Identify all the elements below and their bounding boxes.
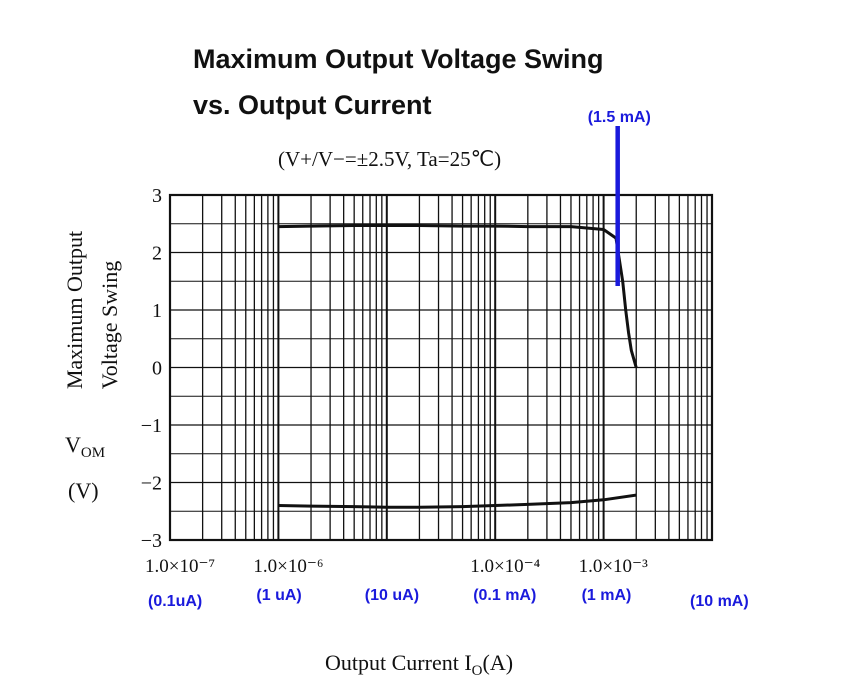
y-axis-label-line2: Voltage Swing — [97, 261, 122, 390]
y-axis-unit: (V) — [68, 478, 99, 503]
x-annotation: (10 mA) — [690, 593, 749, 610]
x-annotation: (0.1 mA) — [473, 587, 536, 604]
series-line-1 — [278, 224, 638, 368]
y-tick-label: 3 — [152, 185, 162, 207]
x-annotation: (0.1uA) — [148, 593, 202, 610]
chart-title: Maximum Output Voltage Swing — [193, 44, 604, 74]
series-line-2 — [278, 493, 637, 509]
x-tick-label: 1.0×10⁻⁷ — [145, 556, 215, 577]
x-tick-labels: 1.0×10⁻⁷ 1.0×10⁻⁶ 1.0×10⁻⁴ 1.0×10⁻³ — [145, 556, 648, 577]
marker-label: (1.5 mA) — [588, 109, 651, 126]
grid — [170, 195, 712, 540]
y-tick-label: −3 — [141, 530, 162, 552]
chart-title-line2: vs. Output Current — [193, 90, 432, 120]
x-axis-label: Output Current IO(A) — [325, 650, 513, 679]
x-annotations: (0.1uA) (1 uA) (10 uA) (0.1 mA) (1 mA) (10 mA… — [148, 587, 749, 610]
x-annotation: (10 uA) — [365, 587, 419, 604]
x-tick-label: 1.0×10⁻⁴ — [470, 556, 540, 577]
y-tick-label: 0 — [152, 358, 162, 380]
x-tick-label: 1.0×10⁻³ — [579, 556, 648, 577]
x-tick-label: 1.0×10⁻⁶ — [253, 556, 323, 577]
y-axis-symbol: VOM — [65, 432, 105, 461]
chart-subtitle: (V+/V−=±2.5V, Ta=25℃) — [278, 147, 501, 171]
y-tick-label: 1 — [152, 300, 162, 322]
y-tick-labels: 3 2 1 0 −1 −2 −3 — [141, 185, 162, 552]
y-tick-label: 2 — [152, 243, 162, 265]
x-annotation: (1 mA) — [582, 587, 632, 604]
x-annotation: (1 uA) — [256, 587, 301, 604]
y-axis-label: Maximum Output — [62, 231, 87, 389]
y-tick-label: −1 — [141, 415, 162, 437]
y-tick-label: −2 — [141, 473, 162, 495]
series-layer — [278, 224, 638, 509]
marker: (1.5 mA) — [588, 109, 651, 286]
